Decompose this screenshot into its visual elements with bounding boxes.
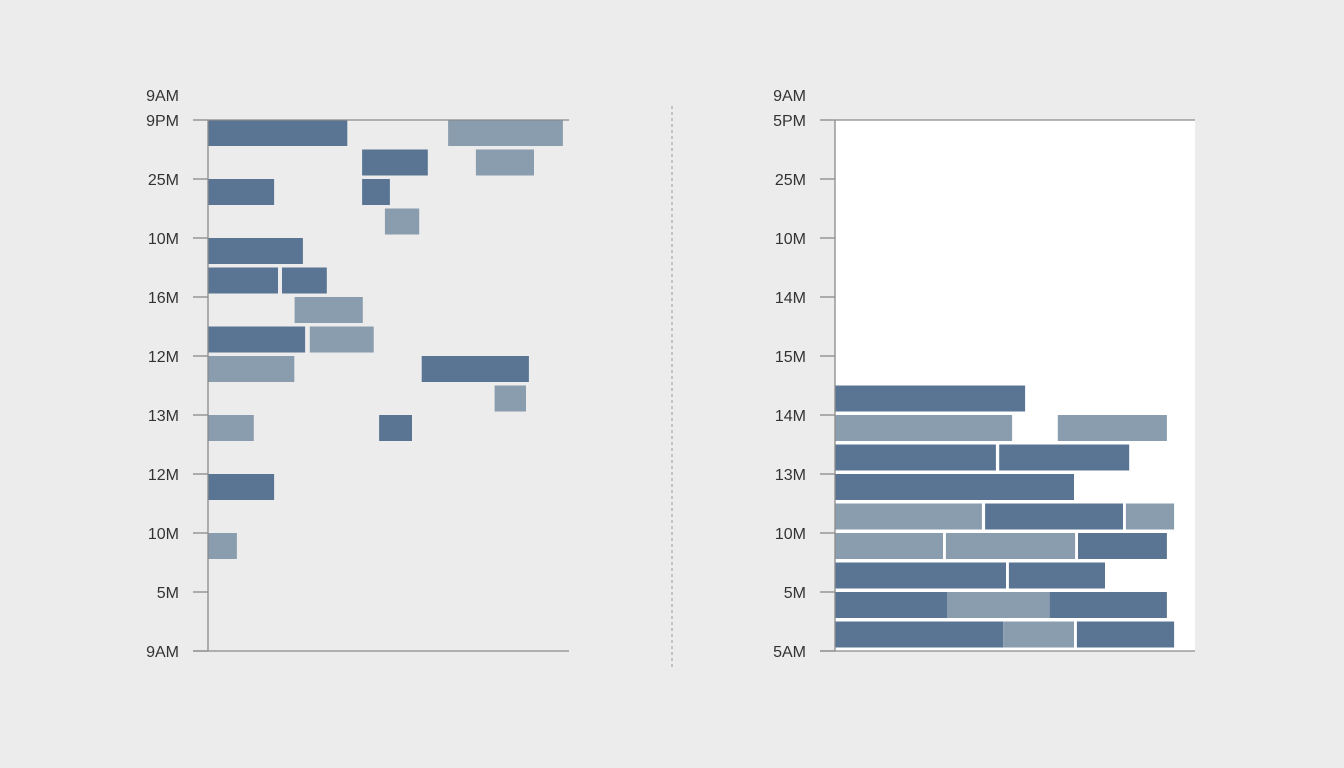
- right-bar-dark: [835, 562, 1006, 589]
- left-panel: 9AM 9PM 25M 10M 16M 12M 13M 12M 10M 5M 9AM: [146, 88, 569, 661]
- left-top-label: 9AM: [146, 88, 179, 105]
- right-y-ticks: 5PM 25M 10M 14M 15M 14M 13M 10M 5M 5AM: [773, 113, 835, 661]
- right-bar-light: [1057, 415, 1167, 441]
- left-y-tick-label: 25M: [148, 172, 179, 189]
- left-bar-dark: [208, 238, 303, 264]
- right-y-tick-label: 15M: [775, 349, 806, 366]
- right-bars: [835, 385, 1175, 648]
- right-bar-light: [1125, 503, 1175, 530]
- right-y-tick-label: 5M: [784, 585, 806, 602]
- left-y-tick-label: 9AM: [146, 644, 179, 661]
- right-bar-dark: [835, 385, 1026, 412]
- left-bar-light: [475, 149, 534, 176]
- left-y-tick-label: 10M: [148, 526, 179, 543]
- right-bar-light: [835, 503, 982, 530]
- right-bar-dark: [1008, 562, 1105, 589]
- left-bar-dark: [208, 267, 278, 294]
- right-bar-light: [835, 533, 943, 559]
- right-bar-light: [835, 415, 1013, 441]
- left-bar-dark: [282, 267, 327, 294]
- left-bar-dark: [379, 415, 412, 441]
- right-y-tick-label: 25M: [775, 172, 806, 189]
- left-bars: [208, 120, 563, 559]
- left-bar-dark: [421, 356, 529, 382]
- right-y-tick-label: 13M: [775, 467, 806, 484]
- left-bar-light: [448, 120, 563, 146]
- right-y-tick-label: 10M: [775, 526, 806, 543]
- right-y-tick-label: 14M: [775, 290, 806, 307]
- left-bar-light: [208, 415, 254, 441]
- right-y-tick-label: 5PM: [773, 113, 806, 130]
- right-bar-dark: [1076, 621, 1175, 648]
- left-y-tick-label: 13M: [148, 408, 179, 425]
- right-top-label: 9AM: [773, 88, 806, 105]
- left-y-tick-label: 12M: [148, 467, 179, 484]
- left-y-tick-label: 10M: [148, 231, 179, 248]
- left-bar-light: [208, 533, 237, 559]
- left-bar-dark: [208, 474, 275, 500]
- left-y-ticks: 9PM 25M 10M 16M 12M 13M 12M 10M 5M 9AM: [146, 113, 208, 661]
- right-bar-dark: [999, 444, 1130, 471]
- right-bar-dark: [835, 444, 996, 471]
- left-y-tick-label: 16M: [148, 290, 179, 307]
- right-bar-dark: [1049, 592, 1167, 618]
- right-bar-dark: [1078, 533, 1167, 559]
- left-bar-dark: [208, 120, 348, 146]
- left-bar-light: [208, 356, 295, 382]
- left-bar-light: [309, 326, 374, 353]
- left-y-tick-label: 5M: [157, 585, 179, 602]
- right-bar-light: [1003, 621, 1074, 648]
- left-bar-light: [494, 385, 526, 412]
- left-bar-dark: [362, 179, 390, 205]
- right-bar-dark: [835, 621, 1004, 648]
- right-bar-dark: [835, 474, 1074, 500]
- right-panel: 9AM 5PM 25M 10M 14M 15M 14M 13M 10M 5M 5AM: [773, 88, 1195, 661]
- left-bar-dark: [208, 326, 306, 353]
- left-y-tick-label: 9PM: [146, 113, 179, 130]
- left-bar-dark: [208, 179, 275, 205]
- right-bar-dark: [985, 503, 1123, 530]
- left-y-tick-label: 12M: [148, 349, 179, 366]
- right-bar-dark: [835, 592, 947, 618]
- right-bar-light: [947, 592, 1050, 618]
- left-bar-dark: [362, 149, 428, 176]
- right-y-tick-label: 5AM: [773, 644, 806, 661]
- right-bar-light: [945, 533, 1076, 559]
- right-y-tick-label: 14M: [775, 408, 806, 425]
- left-bar-light: [294, 297, 363, 323]
- left-bar-light: [384, 208, 420, 235]
- right-y-tick-label: 10M: [775, 231, 806, 248]
